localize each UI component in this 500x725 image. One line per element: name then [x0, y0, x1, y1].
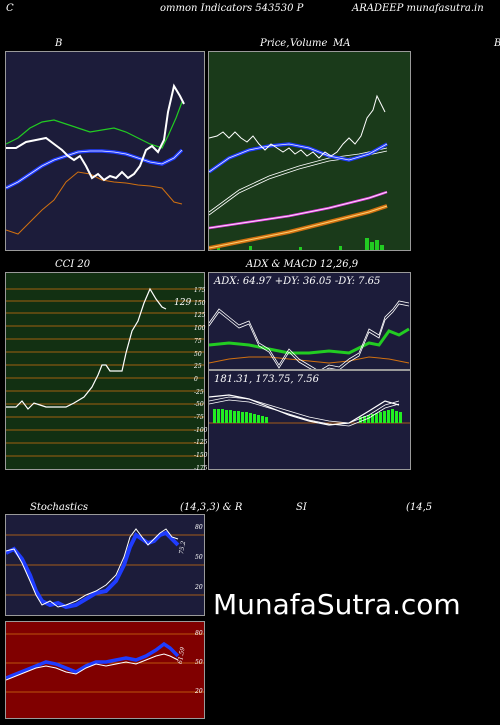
price-title-price: Price, [260, 38, 290, 49]
cci-tick: 175 [194, 287, 206, 294]
stoch-params: (14,3,3) & R [180, 502, 243, 513]
bollinger-chart [5, 51, 205, 251]
header-title: ommon Indicators 543530 P [160, 3, 304, 14]
bb-title: B [55, 38, 63, 49]
adx-values: ADX: 64.97 +DY: 36.05 -DY: 7.65 [214, 276, 381, 287]
cci-tick: -25 [194, 388, 204, 396]
cci-tick: 50 [194, 350, 202, 358]
watermark: MunafaSutra.com [213, 588, 461, 621]
cci-tick: 25 [194, 363, 202, 371]
cci-value-label: 129 [174, 298, 192, 308]
cci-tick: 125 [194, 312, 206, 320]
header-site: ARADEEP munafasutra.in [352, 3, 484, 14]
cci-tick: 75 [194, 337, 202, 345]
adx-title: ADX & MACD 12,26,9 [246, 259, 359, 270]
rsi-tick: 80 [195, 630, 203, 637]
cci-tick: -100 [194, 426, 208, 434]
cci-tick: -50 [194, 401, 204, 409]
macd-chart [208, 370, 411, 470]
cci-title: CCI 20 [55, 259, 91, 270]
cci-axis: 175 150 125 100 75 50 25 0 -25 -50 -75 -… [194, 285, 207, 476]
cci-tick: -150 [194, 452, 208, 460]
stoch-tick: 20 [195, 584, 203, 591]
stoch-tick: 80 [195, 524, 203, 531]
cci-tick: 150 [194, 299, 206, 307]
stoch-title: Stochastics [30, 502, 88, 513]
cci-tick: -75 [194, 414, 204, 422]
cci-tick: -175 [194, 464, 208, 472]
adx-chart [208, 272, 411, 370]
rsi-chart [5, 621, 205, 719]
rsi-tick: 50 [195, 659, 203, 666]
cci-tick: 0 [194, 375, 198, 383]
stochastics-chart [5, 514, 205, 616]
price-chart [208, 51, 411, 251]
cci-chart [5, 272, 205, 470]
price-title-volume: Volume [290, 38, 328, 49]
macd-values: 181.31, 173.75, 7.56 [214, 374, 319, 385]
cci-tick: 100 [194, 325, 206, 333]
cci-tick: -125 [194, 439, 208, 447]
rsi-title: SI [296, 502, 307, 513]
price-title-edge: B [494, 38, 500, 49]
header-left: C [6, 3, 14, 14]
rsi-tick: 20 [195, 688, 203, 695]
price-title-ma: MA [333, 38, 351, 49]
stoch-tick: 50 [195, 554, 203, 561]
rsi-params: (14,5 [406, 502, 433, 513]
